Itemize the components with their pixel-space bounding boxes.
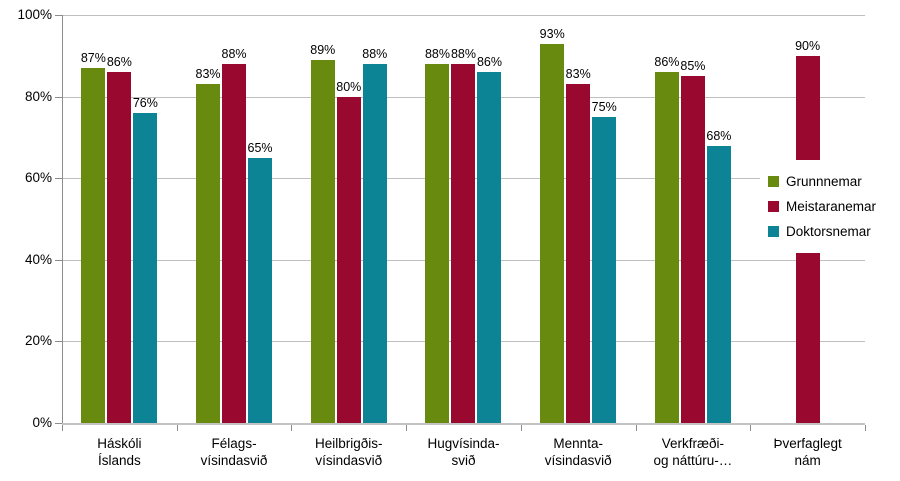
bar-value-label: 88% bbox=[424, 46, 450, 61]
y-axis-tick-label: 0% bbox=[32, 415, 52, 430]
bar-value-label: 68% bbox=[706, 128, 732, 143]
bar-meistaranemar: 86% bbox=[107, 55, 132, 423]
bar-grunnnemar: 87% bbox=[81, 51, 106, 423]
y-axis-tick bbox=[55, 178, 62, 180]
bar-meistaranemar: 88% bbox=[451, 47, 476, 423]
bar-value-label: 80% bbox=[336, 79, 362, 94]
category-group: 87% 86% 76% bbox=[62, 15, 177, 423]
bar-doktorsnemar: 68% bbox=[706, 129, 731, 423]
x-axis-tick bbox=[406, 425, 408, 431]
bar-value-label: 90% bbox=[795, 38, 821, 53]
y-axis-tick-label: 40% bbox=[24, 251, 52, 267]
x-axis-line bbox=[62, 423, 865, 425]
bar-value-label: 89% bbox=[310, 42, 336, 57]
legend: Grunnnemar Meistaranemar Doktorsnemar bbox=[760, 160, 887, 253]
bar-value-label: 88% bbox=[362, 46, 388, 61]
bar-value-label: 86% bbox=[654, 55, 680, 70]
y-axis-tick-label: 20% bbox=[24, 333, 52, 349]
y-axis-tick bbox=[55, 96, 62, 98]
y-axis-tick-label: 60% bbox=[24, 170, 52, 186]
category-group: 93% 83% 75% bbox=[521, 15, 636, 423]
y-axis-tick bbox=[55, 259, 62, 261]
y-axis-tick bbox=[55, 341, 62, 343]
x-axis-tick bbox=[865, 425, 866, 431]
bar-doktorsnemar: 86% bbox=[477, 55, 502, 423]
bar-value-label: 83% bbox=[565, 67, 591, 82]
bar-meistaranemar: 80% bbox=[336, 80, 361, 423]
category-label: Verkfræði-og náttúru-… bbox=[653, 436, 733, 468]
category-label: Félags-vísindasvið bbox=[200, 436, 268, 468]
bar-value-label: 83% bbox=[195, 67, 221, 82]
legend-label: Doktorsnemar bbox=[786, 224, 871, 239]
legend-swatch-grunnnemar bbox=[768, 176, 779, 187]
bar-doktorsnemar: 75% bbox=[592, 100, 617, 423]
bar-value-label: 88% bbox=[450, 46, 476, 61]
category-label: Mennta-vísindasvið bbox=[544, 436, 612, 468]
y-axis-line bbox=[62, 15, 63, 423]
bar-value-label: 86% bbox=[476, 55, 502, 70]
bar-grunnnemar: 83% bbox=[196, 67, 221, 423]
category-group: 83% 88% 65% bbox=[177, 15, 292, 423]
bar-grunnnemar: 93% bbox=[540, 27, 565, 423]
bar-value-label: 85% bbox=[680, 59, 706, 74]
bar-value-label: 88% bbox=[221, 46, 247, 61]
bar-doktorsnemar: 76% bbox=[133, 96, 158, 423]
category-group: 88% 88% 86% bbox=[406, 15, 521, 423]
x-axis-tick bbox=[291, 425, 293, 431]
x-axis-tick bbox=[520, 425, 522, 431]
category-label: Háskóli Íslands bbox=[97, 436, 142, 468]
category-group: 89% 80% 88% bbox=[291, 15, 406, 423]
legend-item-grunnnemar: Grunnnemar bbox=[768, 174, 876, 189]
bar-value-label: 87% bbox=[80, 51, 106, 66]
legend-item-meistaranemar: Meistaranemar bbox=[768, 199, 876, 214]
legend-item-doktorsnemar: Doktorsnemar bbox=[768, 224, 876, 239]
bar-doktorsnemar: 88% bbox=[362, 47, 387, 423]
y-axis-tick bbox=[55, 15, 62, 16]
bar-meistaranemar: 85% bbox=[680, 59, 705, 423]
x-axis-tick bbox=[62, 425, 63, 431]
x-axis-tick bbox=[176, 425, 178, 431]
bar-value-label: 76% bbox=[132, 95, 158, 110]
x-axis-tick bbox=[750, 425, 752, 431]
bar-grunnnemar: 86% bbox=[654, 55, 679, 423]
legend-label: Meistaranemar bbox=[786, 199, 877, 214]
legend-swatch-meistaranemar bbox=[768, 201, 779, 212]
bar-meistaranemar: 88% bbox=[222, 47, 247, 423]
bar-value-label: 86% bbox=[106, 55, 132, 70]
bar-meistaranemar: 83% bbox=[566, 67, 591, 423]
legend-label: Grunnnemar bbox=[786, 174, 862, 189]
category-label: Hugvísinda-svið bbox=[427, 436, 500, 468]
legend-swatch-doktorsnemar bbox=[768, 226, 779, 237]
bar-grunnnemar: 88% bbox=[425, 47, 450, 423]
y-axis-tick-label: 80% bbox=[24, 88, 52, 104]
category-group: 86% 85% 68% bbox=[636, 15, 751, 423]
gridline bbox=[62, 15, 865, 16]
bar-value-label: 65% bbox=[247, 140, 273, 155]
x-axis-tick bbox=[635, 425, 637, 431]
bar-value-label: 93% bbox=[539, 26, 565, 41]
y-axis-tick bbox=[55, 423, 62, 424]
bar-grunnnemar: 89% bbox=[310, 43, 335, 423]
bar-value-label: 75% bbox=[591, 100, 617, 114]
bar-doktorsnemar: 65% bbox=[248, 141, 273, 423]
category-label: Heilbrigðis-vísindasvið bbox=[315, 436, 383, 468]
category-label: Þverfaglegt nám bbox=[773, 436, 842, 468]
y-axis-tick-label: 100% bbox=[17, 7, 52, 22]
